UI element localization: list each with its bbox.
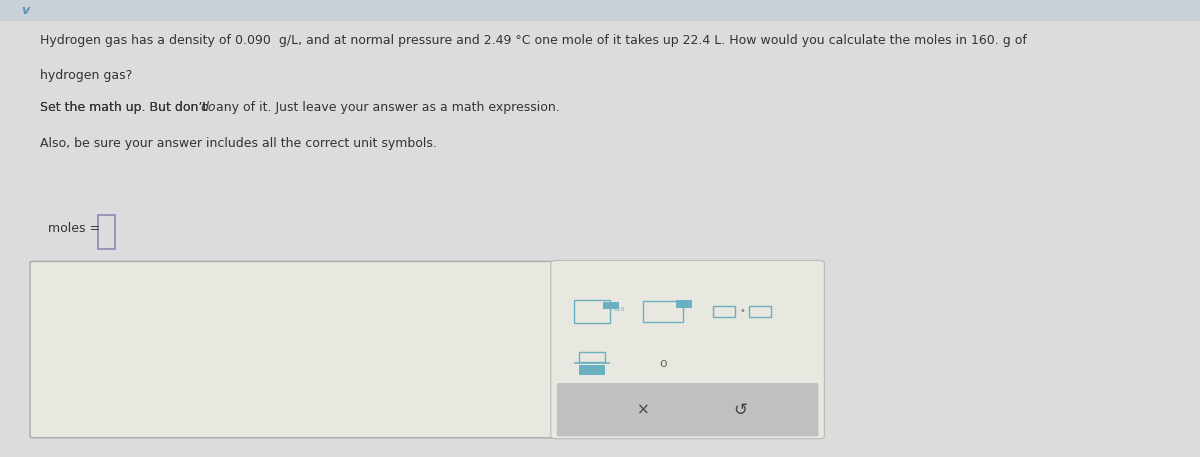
Text: v: v: [22, 4, 30, 17]
Text: o: o: [659, 357, 667, 370]
Text: Set the math up. But don’t: Set the math up. But don’t: [40, 101, 211, 113]
Text: Hydrogen gas has a density of 0.090  g/L, and at normal pressure and 2.49 °C one: Hydrogen gas has a density of 0.090 g/L,…: [40, 34, 1026, 47]
Text: ↺: ↺: [733, 401, 746, 420]
Bar: [578, 365, 605, 375]
Text: do: do: [200, 101, 216, 113]
FancyBboxPatch shape: [30, 261, 559, 438]
FancyBboxPatch shape: [557, 383, 818, 436]
Bar: [604, 302, 619, 309]
Text: moles =: moles =: [48, 222, 104, 235]
FancyBboxPatch shape: [551, 260, 824, 439]
Text: x10: x10: [613, 307, 625, 312]
Text: •: •: [739, 306, 745, 316]
Text: hydrogen gas?: hydrogen gas?: [40, 69, 132, 81]
Text: Set the math up. But don’t: Set the math up. But don’t: [40, 101, 211, 113]
Text: ×: ×: [637, 403, 649, 418]
Text: Also, be sure your answer includes all the correct unit symbols.: Also, be sure your answer includes all t…: [40, 137, 437, 150]
Bar: [0, 0, 1200, 21]
Text: any of it. Just leave your answer as a math expression.: any of it. Just leave your answer as a m…: [212, 101, 559, 113]
Bar: [676, 300, 691, 308]
Text: Set the math up. But don’t: Set the math up. But don’t: [40, 101, 211, 113]
